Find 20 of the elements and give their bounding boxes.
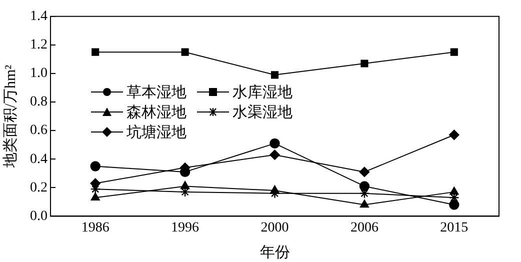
legend-label: 坑塘湿地 bbox=[126, 124, 186, 142]
y-tick-label: 1.2 bbox=[30, 38, 48, 53]
y-tick-label: 0.6 bbox=[30, 123, 48, 138]
y-tick-label: 1.0 bbox=[30, 66, 48, 82]
x-tick-label: 1996 bbox=[171, 220, 200, 236]
legend-label: 草本湿地 bbox=[126, 84, 186, 102]
y-tick-label: 0.2 bbox=[30, 180, 48, 196]
legend-label: 水库湿地 bbox=[232, 83, 292, 102]
y-axis-title: 地类面积/万hm² bbox=[2, 64, 19, 169]
y-tick-label: 1.4 bbox=[30, 9, 48, 24]
x-tick-label: 2015 bbox=[440, 220, 468, 236]
y-tick-label: 0.8 bbox=[30, 94, 48, 110]
x-tick-label: 2000 bbox=[260, 220, 289, 236]
x-axis-title: 年份 bbox=[260, 244, 290, 261]
x-tick-label: 1986 bbox=[81, 220, 110, 236]
legend-label: 森林湿地 bbox=[126, 104, 186, 122]
legend-label: 水渠湿地 bbox=[232, 104, 292, 122]
y-tick-label: 0.4 bbox=[30, 152, 48, 167]
x-tick-label: 2006 bbox=[350, 220, 378, 236]
y-tick-label: 0.0 bbox=[30, 208, 48, 224]
